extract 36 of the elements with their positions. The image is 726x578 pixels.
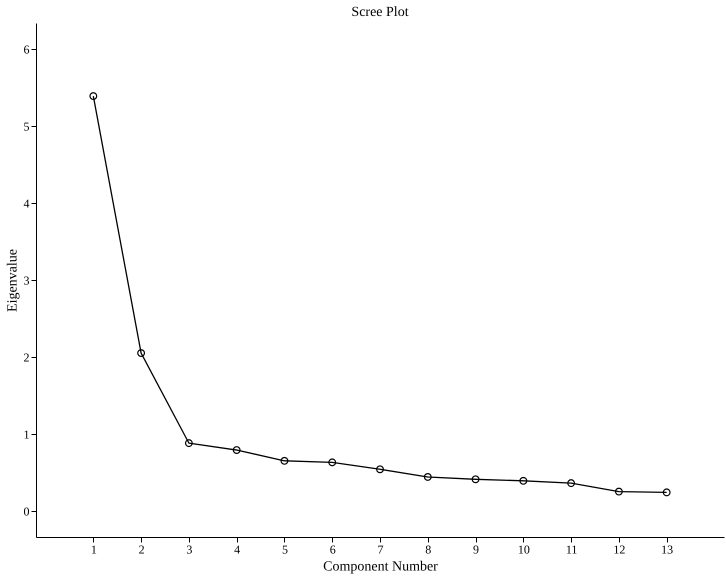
x-tick-label: 5 bbox=[282, 542, 288, 556]
point bbox=[567, 479, 576, 488]
x-tick-label: 7 bbox=[378, 542, 384, 556]
x-tick-label: 2 bbox=[138, 542, 145, 556]
chart-title: Scree Plot bbox=[351, 5, 409, 20]
point bbox=[89, 92, 98, 100]
x-tick-label: 4 bbox=[234, 542, 240, 556]
y-tick-label: 6 bbox=[24, 42, 30, 57]
y-tick-label: 5 bbox=[24, 120, 30, 134]
x-tick-label: 9 bbox=[473, 542, 480, 556]
point bbox=[376, 465, 384, 474]
y-tick-label: 3 bbox=[24, 274, 30, 288]
point bbox=[614, 488, 623, 496]
point bbox=[137, 349, 146, 358]
y-tick-label: 2 bbox=[24, 350, 30, 364]
x-tick-label: 11 bbox=[566, 542, 578, 556]
point bbox=[472, 475, 480, 484]
x-tick-label: 3 bbox=[186, 542, 192, 556]
x-tick-label: 10 bbox=[518, 542, 530, 556]
point bbox=[662, 488, 671, 496]
y-tick-label: 0 bbox=[24, 504, 30, 518]
x-tick-label: 1 bbox=[90, 542, 97, 556]
point bbox=[424, 473, 432, 481]
y-tick-label: 1 bbox=[24, 427, 30, 442]
y-axis-title: Eigenvalue bbox=[6, 249, 20, 312]
x-tick-label: 6 bbox=[330, 542, 336, 556]
x-tick-label: 8 bbox=[425, 542, 432, 556]
point bbox=[280, 456, 288, 465]
point bbox=[184, 439, 193, 448]
x-axis-title: Component Number bbox=[323, 560, 438, 574]
x-tick-label: 12 bbox=[613, 542, 626, 556]
point bbox=[519, 476, 528, 485]
point bbox=[328, 458, 336, 466]
y-tick-label: 4 bbox=[24, 196, 30, 211]
point bbox=[232, 446, 241, 454]
x-tick-label: 13 bbox=[661, 542, 674, 556]
